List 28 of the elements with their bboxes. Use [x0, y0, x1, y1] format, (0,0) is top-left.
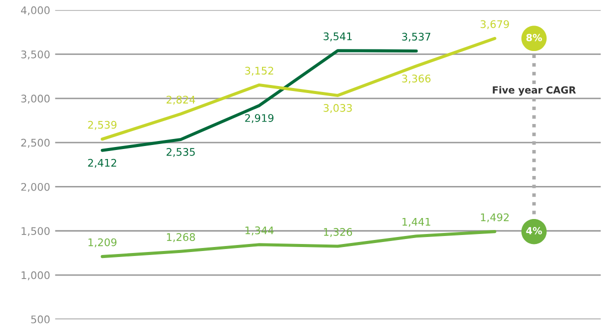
data-label: 2,412 [88, 158, 116, 168]
y-tick-label: 3,000 [21, 94, 50, 104]
data-label: 1,344 [246, 226, 274, 236]
data-label: 3,537 [402, 32, 430, 42]
data-label: 1,209 [88, 238, 116, 248]
data-label: 1,326 [324, 228, 352, 237]
y-tick-label: 2,500 [21, 138, 50, 148]
annotation: Five year CAGR [492, 86, 576, 96]
data-label: 2,919 [245, 114, 274, 124]
data-label: 3,366 [402, 74, 431, 84]
data-label: 3,152 [245, 66, 274, 76]
annotation: 4% [526, 227, 542, 234]
data-label: 1,492 [481, 213, 509, 222]
data-label: 2,535 [166, 148, 195, 157]
data-label: 3,033 [324, 104, 352, 113]
y-tick-label: 2,000 [21, 182, 50, 192]
annotation: 8% [526, 34, 542, 42]
data-label: 3,541 [324, 32, 352, 42]
y-tick-label: 4,000 [20, 6, 50, 16]
data-label: 2,824 [166, 96, 196, 105]
data-label: 2,539 [88, 120, 116, 130]
data-label: 1,268 [167, 233, 195, 242]
data-label: 1,441 [402, 218, 430, 227]
y-tick-label: 500 [31, 315, 50, 324]
y-tick-label: 3,500 [21, 50, 50, 60]
data-label: 3,679 [480, 20, 509, 30]
y-tick-label: 1,000 [22, 271, 50, 280]
y-tick-label: 1,500 [22, 227, 50, 236]
